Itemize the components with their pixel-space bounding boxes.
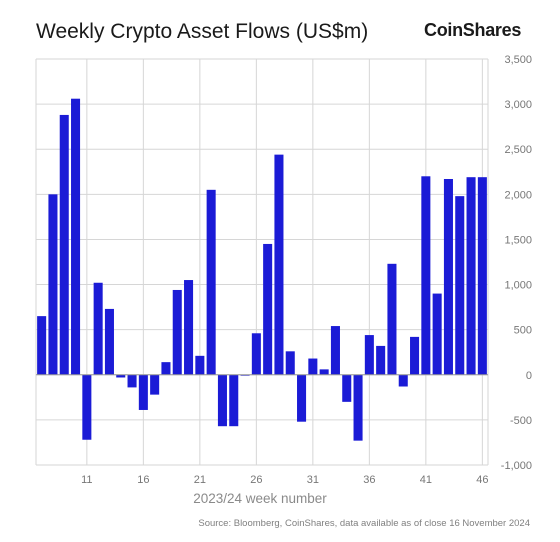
bar-week-26 bbox=[251, 333, 261, 375]
y-tick-label: 2,000 bbox=[504, 189, 532, 201]
bar-week-8 bbox=[48, 194, 58, 375]
y-tick-label: 500 bbox=[514, 325, 532, 337]
bar-week-10 bbox=[71, 98, 81, 375]
bar-week-31 bbox=[308, 358, 318, 375]
bar-week-23 bbox=[217, 374, 227, 427]
y-tick-label: 1,500 bbox=[504, 234, 532, 246]
bar-week-28 bbox=[274, 154, 284, 375]
bar-week-33 bbox=[330, 326, 340, 375]
bar-week-16 bbox=[138, 374, 148, 410]
y-tick-label: 0 bbox=[526, 370, 532, 382]
x-axis-ticks: 11 16 21 26 31 36 41 46 bbox=[81, 474, 488, 486]
bar-week-40 bbox=[410, 336, 420, 375]
bar-week-19 bbox=[172, 289, 182, 375]
x-axis-title: 2023/24 week number bbox=[193, 491, 327, 506]
x-tick-label: 36 bbox=[363, 474, 375, 486]
bar-week-30 bbox=[297, 374, 307, 422]
x-tick-label: 46 bbox=[476, 474, 488, 486]
coinshares-logo: CoinShares bbox=[424, 20, 522, 40]
y-tick-label: 2,500 bbox=[504, 144, 532, 156]
bar-week-35 bbox=[353, 374, 363, 441]
bar-week-27 bbox=[263, 243, 273, 375]
bar-week-14 bbox=[116, 374, 126, 378]
bar-week-17 bbox=[150, 374, 160, 395]
chart-title: Weekly Crypto Asset Flows (US$m) bbox=[36, 20, 369, 43]
x-tick-label: 11 bbox=[81, 474, 92, 486]
bars bbox=[37, 98, 487, 441]
source-note: Source: Bloomberg, CoinShares, data avai… bbox=[198, 518, 530, 529]
bar-week-24 bbox=[229, 374, 239, 427]
x-tick-label: 16 bbox=[137, 474, 149, 486]
bar-week-13 bbox=[104, 308, 114, 375]
bar-week-11 bbox=[82, 374, 92, 440]
bar-week-20 bbox=[184, 280, 194, 375]
y-tick-label: -1,000 bbox=[501, 460, 532, 472]
bar-week-36 bbox=[364, 335, 374, 375]
x-tick-label: 26 bbox=[250, 474, 262, 486]
bar-week-38 bbox=[387, 263, 397, 375]
bar-week-12 bbox=[93, 282, 103, 375]
bar-week-39 bbox=[398, 374, 408, 387]
y-tick-label: -500 bbox=[510, 415, 532, 427]
bar-week-9 bbox=[59, 114, 69, 375]
gridlines bbox=[35, 58, 489, 466]
y-tick-label: 3,500 bbox=[504, 54, 532, 66]
bar-week-43 bbox=[443, 178, 453, 375]
bar-week-44 bbox=[455, 196, 465, 375]
bar-week-41 bbox=[421, 176, 431, 375]
bar-week-37 bbox=[376, 345, 386, 375]
y-tick-label: 1,000 bbox=[504, 280, 532, 292]
bar-week-22 bbox=[206, 189, 216, 375]
bar-week-45 bbox=[466, 177, 476, 375]
y-axis-ticks: -1,000 -500 0 500 1,000 1,500 2,000 2,500 3,000 3… bbox=[501, 54, 532, 472]
x-tick-label: 41 bbox=[420, 474, 432, 486]
x-tick-label: 31 bbox=[307, 474, 319, 486]
bar-week-46 bbox=[477, 177, 487, 375]
bar-week-15 bbox=[127, 374, 137, 388]
bar-week-29 bbox=[285, 351, 295, 375]
x-tick-label: 21 bbox=[194, 474, 206, 486]
bar-week-18 bbox=[161, 362, 171, 375]
y-tick-label: 3,000 bbox=[504, 99, 532, 111]
bar-week-21 bbox=[195, 355, 205, 375]
bar-week-7 bbox=[37, 316, 47, 375]
bar-week-34 bbox=[342, 374, 352, 402]
bar-week-42 bbox=[432, 293, 442, 375]
bar-week-32 bbox=[319, 369, 329, 375]
